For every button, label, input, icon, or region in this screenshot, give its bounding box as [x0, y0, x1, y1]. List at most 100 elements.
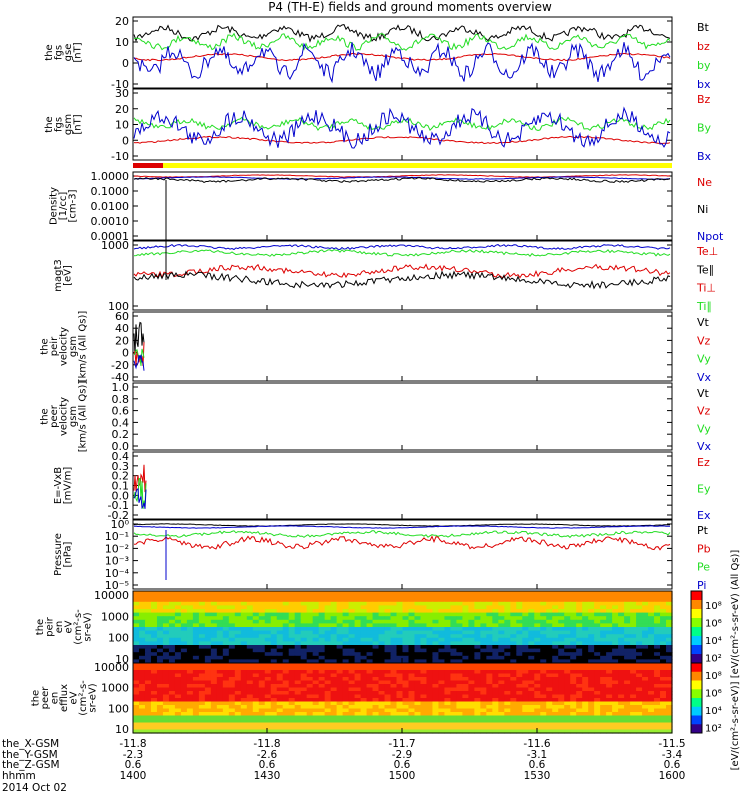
spectrogram-cell [426, 609, 434, 614]
spectrogram-cell [648, 601, 655, 606]
spectrogram-cell [384, 694, 392, 699]
spectrogram-cell [198, 612, 206, 617]
spectrogram-cell [366, 673, 374, 678]
spectrogram-cell [660, 648, 667, 653]
spectrogram-cell [294, 627, 302, 632]
spectrogram-cell [336, 698, 344, 703]
spectrogram-cell [450, 598, 457, 603]
spectrogram-cell [306, 591, 314, 596]
spectrogram-cell [294, 601, 302, 606]
spectrogram-cell [522, 729, 529, 734]
spectrogram-cell [474, 719, 481, 724]
spectrogram-cell [198, 648, 206, 653]
spectrogram-cell [522, 673, 529, 678]
spectrogram-cell [348, 701, 356, 706]
spectrogram-cell [504, 612, 511, 617]
spectrogram-cell [540, 616, 547, 621]
spectrogram-cell [432, 691, 440, 696]
spectrogram-cell [246, 612, 254, 617]
spectrogram-cell [138, 708, 146, 713]
spectrogram-cell [582, 591, 589, 596]
spectrogram-cell [300, 645, 308, 650]
spectrogram-cell [390, 677, 398, 682]
spectrogram-cell [552, 637, 559, 642]
spectrogram-cell [426, 698, 434, 703]
spectrogram-cell [420, 605, 428, 610]
spectrogram-cell [474, 655, 481, 660]
spectrogram-cell [456, 637, 463, 642]
spectrogram-cell [276, 701, 284, 706]
spectrogram-cell [360, 726, 368, 731]
spectrogram-cell [462, 655, 469, 660]
spectrogram-cell [426, 598, 434, 603]
spectrogram-cell [228, 605, 236, 610]
spectrogram-cell [282, 726, 290, 731]
spectrogram-cell [492, 729, 499, 734]
spectrogram-cell [210, 655, 218, 660]
spectrogram-cell [150, 648, 158, 653]
spectrogram-cell [630, 715, 637, 720]
spectrogram-cell [570, 673, 577, 678]
spectrogram-cell [306, 673, 314, 678]
spectrogram-cell [264, 687, 272, 692]
spectrogram-cell [582, 663, 589, 668]
spectrogram-cell [138, 729, 146, 734]
spectrogram-cell [246, 641, 254, 646]
spectrogram-cell [390, 712, 398, 717]
x-tick-column: -11.6 -3.1 0.6 1530 [523, 738, 551, 782]
spectrogram-cell [456, 648, 463, 653]
spectrogram-cell [582, 680, 589, 685]
spectrogram-cell [552, 719, 559, 724]
spectrogram-cell [504, 605, 511, 610]
spectrogram-cell [642, 722, 649, 727]
spectrogram-cell [468, 594, 475, 599]
spectrogram-cell [588, 623, 595, 628]
spectrogram-cell [162, 591, 170, 596]
spectrogram-cell [390, 666, 398, 671]
spectrogram-cell [282, 687, 290, 692]
spectrogram-cell [450, 687, 457, 692]
spectrogram-cell [534, 616, 541, 621]
spectrogram-cell [486, 691, 493, 696]
spectrogram-cell [138, 680, 146, 685]
spectrogram-cell [348, 726, 356, 731]
spectrogram-cell [426, 719, 434, 724]
spectrogram-cell [594, 601, 601, 606]
spectrogram-cell [150, 591, 158, 596]
spectrogram-cell [384, 601, 392, 606]
spectrogram-cell [396, 680, 404, 685]
spectrogram-cell [576, 591, 583, 596]
spectrogram-cell [198, 645, 206, 650]
spectrogram-cell [282, 641, 290, 646]
spectrogram-cell [390, 670, 398, 675]
spectrogram-cell [624, 719, 631, 724]
spectrogram-cell [576, 698, 583, 703]
spectrogram-cell [300, 659, 308, 664]
spectrogram-cell [162, 605, 170, 610]
spectrogram-cell [342, 677, 350, 682]
spectrogram-cell [522, 594, 529, 599]
spectrogram-cell [546, 687, 553, 692]
spectrogram-cell [258, 627, 266, 632]
spectrogram-cell [150, 612, 158, 617]
spectrogram-cell [168, 630, 176, 635]
spectrogram-cell [480, 605, 487, 610]
spectrogram-cell [630, 641, 637, 646]
spectrogram-cell [174, 708, 182, 713]
spectrogram-cell [516, 634, 523, 639]
spectrogram-cell [462, 663, 469, 668]
spectrogram-cell [246, 623, 254, 628]
spectrogram-cell [186, 594, 194, 599]
spectrogram-cell [648, 712, 655, 717]
spectrogram-cell [300, 619, 308, 624]
spectrogram-cell [594, 655, 601, 660]
spectrogram-cell [348, 634, 356, 639]
spectrogram-cell [612, 619, 619, 624]
spectrogram-cell [414, 609, 422, 614]
spectrogram-cell [162, 694, 170, 699]
spectrogram-cell [180, 684, 188, 689]
spectrogram-cell [324, 719, 332, 724]
spectrogram-cell [222, 598, 230, 603]
y-axis-label: gsm [68, 336, 79, 357]
spectrogram-cell [402, 687, 410, 692]
